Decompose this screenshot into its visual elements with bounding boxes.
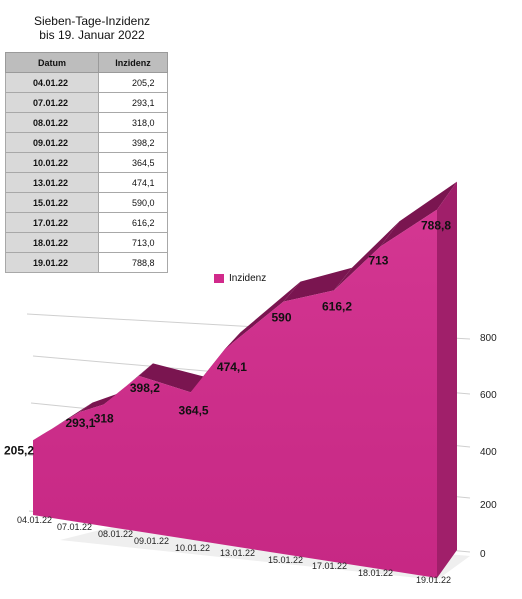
- incidence-table: Datum Inzidenz 04.01.22 205,2 07.01.22 293,…: [5, 52, 168, 273]
- data-label: 713: [368, 253, 388, 267]
- column-header-incidence: Inzidenz: [98, 52, 168, 73]
- x-tick-label: 15.01.22: [268, 555, 303, 565]
- cell-date: 18.01.22: [5, 232, 99, 253]
- data-label: 398,2: [130, 381, 160, 395]
- area-top-band: [380, 181, 457, 247]
- y-tick-label: 600: [480, 390, 497, 401]
- y-tick-label: 800: [480, 333, 497, 344]
- cell-incidence: 590,0: [98, 192, 168, 213]
- area-top-band: [333, 221, 400, 291]
- area-side-face: [437, 181, 457, 578]
- cell-date: 10.01.22: [5, 152, 99, 173]
- x-tick-label: 10.01.22: [175, 543, 210, 553]
- legend-swatch: [214, 274, 224, 283]
- table-row: 18.01.22 713,0: [5, 232, 168, 253]
- x-tick-label: 19.01.22: [416, 575, 451, 585]
- area-top-band: [283, 267, 352, 302]
- data-label: 616,2: [322, 299, 352, 313]
- cell-date: 17.01.22: [5, 212, 99, 233]
- x-tick-label: 07.01.22: [57, 522, 92, 532]
- table-header-row: Datum Inzidenz: [5, 52, 168, 73]
- data-label: 318: [94, 412, 114, 426]
- y-tick-label: 400: [480, 447, 497, 458]
- area-front-shading: [33, 209, 437, 578]
- cell-date: 07.01.22: [5, 92, 99, 113]
- table-row: 10.01.22 364,5: [5, 152, 168, 173]
- cell-date: 09.01.22: [5, 132, 99, 153]
- cell-incidence: 713,0: [98, 232, 168, 253]
- table-row: 19.01.22 788,8: [5, 252, 168, 273]
- table-row: 04.01.22 205,2: [5, 72, 168, 93]
- cell-date: 08.01.22: [5, 112, 99, 133]
- legend: Inzidenz: [214, 273, 266, 284]
- cell-incidence: 293,1: [98, 92, 168, 113]
- cell-incidence: 205,2: [98, 72, 168, 93]
- cell-incidence: 474,1: [98, 172, 168, 193]
- x-tick-label: 18.01.22: [358, 568, 393, 578]
- data-label: 205,2: [4, 443, 34, 457]
- data-label: 788,8: [421, 219, 451, 233]
- cell-incidence: 364,5: [98, 152, 168, 173]
- cell-date: 15.01.22: [5, 192, 99, 213]
- legend-label: Inzidenz: [229, 273, 267, 284]
- x-tick-label: 13.01.22: [220, 548, 255, 558]
- cell-date: 04.01.22: [5, 72, 99, 93]
- chart-title: Sieben-Tage-Inzidenz bis 19. Januar 2022: [0, 14, 184, 42]
- area-top-band: [138, 363, 206, 393]
- data-label: 590: [271, 311, 291, 325]
- title-line-1: Sieben-Tage-Inzidenz: [33, 14, 151, 28]
- title-line-2: bis 19. Januar 2022: [39, 28, 145, 42]
- table-row: 07.01.22 293,1: [5, 92, 168, 113]
- table-row: 13.01.22 474,1: [5, 172, 168, 193]
- x-tick-label: 09.01.22: [134, 536, 169, 546]
- y-tick-label: 200: [480, 500, 497, 511]
- data-label: 364,5: [179, 403, 209, 417]
- x-tick-label: 17.01.22: [312, 561, 347, 571]
- area-top-band: [79, 393, 118, 413]
- area-top-band: [224, 281, 301, 350]
- data-label: 474,1: [217, 360, 247, 374]
- x-tick-label: 08.01.22: [98, 529, 133, 539]
- table-row: 17.01.22 616,2: [5, 212, 168, 233]
- x-tick-label: 04.01.22: [17, 515, 52, 525]
- data-label: 293,1: [65, 416, 95, 430]
- table-row: 09.01.22 398,2: [5, 132, 168, 153]
- table-row: 15.01.22 590,0: [5, 192, 168, 213]
- column-header-date: Datum: [5, 52, 99, 73]
- cell-incidence: 398,2: [98, 132, 168, 153]
- cell-incidence: 788,8: [98, 252, 168, 273]
- cell-date: 19.01.22: [5, 252, 99, 273]
- y-tick-label: 0: [480, 549, 486, 560]
- cell-date: 13.01.22: [5, 172, 99, 193]
